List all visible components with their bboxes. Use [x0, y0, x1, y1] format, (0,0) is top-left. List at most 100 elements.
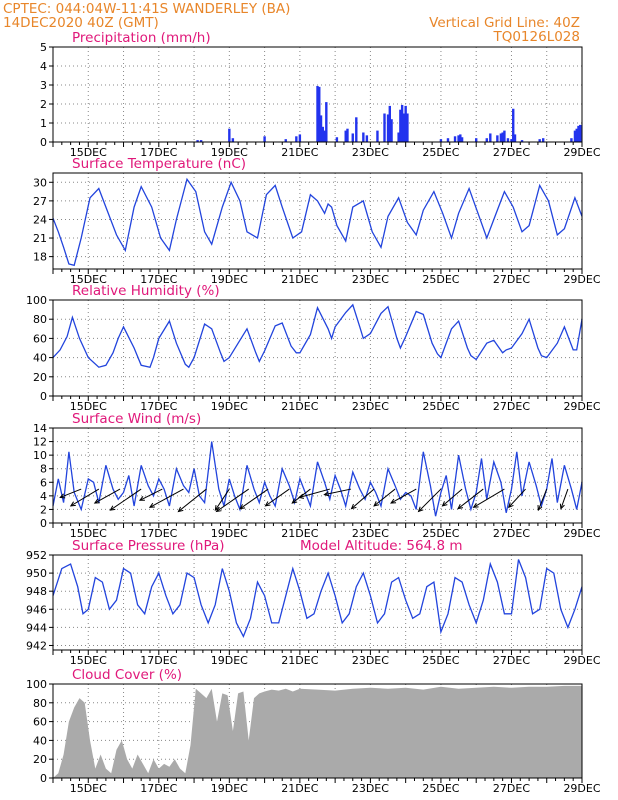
precip-bar	[402, 113, 406, 142]
x-tick-label: 21DEC	[281, 782, 318, 795]
precip-bar	[485, 138, 488, 142]
x-tick-label: 17DEC	[140, 654, 177, 667]
x-tick-label: 25DEC	[422, 527, 459, 540]
y-tick-label: 100	[26, 678, 47, 691]
wind-vector-head	[373, 501, 380, 507]
series-line	[52, 177, 583, 267]
precip-bar	[295, 136, 298, 142]
precip-bar	[263, 136, 266, 142]
wind-vector-head	[507, 502, 514, 509]
y-tick-label: 944	[26, 621, 47, 634]
y-tick-label: 20	[33, 753, 47, 766]
precip-bar	[501, 132, 504, 142]
x-tick-label: 17DEC	[140, 782, 177, 795]
precip-bar	[520, 140, 524, 142]
y-tick-label: 0	[40, 136, 47, 149]
x-tick-label: 21DEC	[281, 273, 318, 286]
x-tick-label: 17DEC	[140, 146, 177, 159]
x-tick-label: 29DEC	[563, 654, 600, 667]
precip-bar	[489, 133, 492, 142]
precip-bar	[397, 132, 400, 142]
y-tick-label: 20	[33, 371, 47, 384]
station-header: CPTEC: 044:04W-11:41S WANDERLEY (BA)	[3, 1, 291, 17]
wind-vector	[418, 488, 442, 512]
wind-vector	[560, 488, 569, 509]
y-tick-label: 950	[26, 567, 47, 580]
precip-bar	[575, 128, 578, 142]
y-tick-label: 21	[33, 232, 47, 245]
wind-vector-head	[297, 493, 305, 499]
panel-title: Precipitation (mm/h)	[72, 30, 211, 46]
x-tick-label: 27DEC	[493, 527, 530, 540]
precip-bar	[199, 140, 203, 142]
y-tick-label: 27	[33, 195, 47, 208]
y-tick-label: 60	[33, 716, 47, 729]
x-tick-label: 27DEC	[493, 782, 530, 795]
wind-vector	[60, 488, 82, 498]
precip-bar	[538, 139, 541, 142]
grid-line-label: Vertical Grid Line: 40Z	[429, 15, 580, 31]
y-tick-label: 948	[26, 585, 47, 598]
precip-bar	[318, 86, 321, 142]
wind-vector	[214, 488, 230, 511]
precip-bar	[542, 138, 545, 142]
x-tick-label: 21DEC	[281, 146, 318, 159]
wind-vector	[537, 488, 548, 511]
precip-bar	[298, 134, 302, 142]
x-tick-label: 15DEC	[70, 400, 107, 413]
y-tick-label: 0	[40, 772, 47, 785]
x-tick-label: 23DEC	[352, 146, 389, 159]
precip-bar	[231, 138, 235, 142]
y-tick-label: 4	[40, 60, 47, 73]
x-tick-label: 23DEC	[352, 400, 389, 413]
x-tick-label: 15DEC	[70, 273, 107, 286]
precip-bar	[512, 108, 515, 142]
x-tick-label: 27DEC	[493, 654, 530, 667]
wind-vector-head	[291, 498, 298, 504]
panel-6: Cloud Cover (%) 0 20 40 60 80 100 15DEC 17DEC 19D…	[26, 667, 601, 795]
wind-vector-head	[177, 506, 184, 513]
precip-bar	[316, 85, 319, 142]
wind-vector	[239, 488, 269, 510]
y-tick-label: 18	[33, 251, 47, 264]
x-tick-label: 25DEC	[422, 782, 459, 795]
panel-title: Surface Wind (m/s)	[72, 411, 201, 427]
precip-bar	[453, 136, 457, 142]
precip-bar	[459, 134, 462, 142]
y-tick-label: 80	[33, 313, 47, 326]
precip-bar	[346, 128, 349, 142]
x-tick-label: 21DEC	[281, 654, 318, 667]
precip-bar	[457, 135, 460, 142]
wind-vector-head	[93, 498, 100, 504]
x-tick-label: 25DEC	[422, 400, 459, 413]
y-tick-label: 14	[33, 422, 47, 435]
precip-bar	[325, 102, 328, 142]
y-tick-label: 3	[40, 79, 47, 92]
y-tick-label: 60	[33, 332, 47, 345]
precip-bar	[400, 104, 404, 142]
precip-bar	[351, 133, 354, 142]
precip-bar	[386, 114, 390, 142]
wind-vector	[442, 488, 463, 507]
x-tick-label: 19DEC	[211, 782, 248, 795]
precip-bar	[570, 138, 573, 142]
panel-title: Surface Pressure (hPa)	[72, 538, 225, 554]
wind-vector	[94, 488, 121, 504]
wind-vector-head	[350, 503, 357, 510]
panel-2: Surface Temperature (nC) 18 21 24 27 30 15DEC 1…	[33, 156, 601, 286]
wind-vector	[139, 488, 163, 501]
wind-vector-head	[559, 503, 565, 510]
wind-vector	[473, 488, 505, 508]
y-tick-label: 6	[40, 476, 47, 489]
x-tick-label: 15DEC	[70, 146, 107, 159]
precip-bar	[577, 125, 580, 142]
y-tick-label: 80	[33, 697, 47, 710]
panel-title: Cloud Cover (%)	[72, 667, 182, 683]
y-tick-label: 946	[26, 603, 47, 616]
wind-vector	[216, 488, 250, 512]
precip-bar	[344, 130, 347, 142]
x-tick-label: 17DEC	[140, 400, 177, 413]
precip-bar	[406, 113, 409, 142]
wind-vector	[265, 488, 290, 507]
x-tick-label: 29DEC	[563, 273, 600, 286]
